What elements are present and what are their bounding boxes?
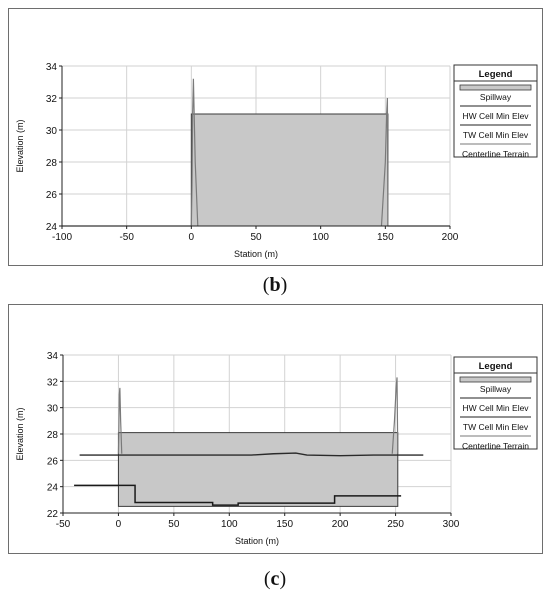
series-line-centerline-terrain (391, 377, 399, 454)
spillway-area (190, 113, 389, 227)
x-tick-label: 100 (312, 232, 329, 243)
chart-c-svg: -50 0 50 100 150 200 250 300 22 24 26 28 30 32 34 Stati… (15, 351, 538, 546)
series-line-centerline-terrain (117, 387, 123, 454)
caption-b-letter: b (269, 274, 281, 296)
legend-entry-label: Centerline Terrain (462, 149, 529, 159)
x-tick-label: 0 (189, 232, 195, 243)
x-tick-label: -100 (52, 232, 72, 243)
legend-entry-label: HW Cell Min Elev (462, 403, 529, 413)
legend-entry-label: TW Cell Min Elev (463, 422, 529, 432)
y-tick-label: 34 (46, 62, 58, 73)
y-axis-label: Elevation (m) (15, 407, 25, 460)
y-tick-label: 30 (47, 404, 59, 415)
y-tick-label: 34 (47, 351, 59, 362)
series-line-tw-cell-min-elev (74, 484, 402, 506)
legend-box (453, 356, 538, 450)
legend-entry-label: Spillway (480, 92, 512, 102)
chart-b-svg: -100 -50 0 50 100 150 200 24 26 28 30 32 34 Station (… (15, 62, 538, 259)
legend-title: Legend (479, 361, 513, 372)
y-tick-label: 32 (47, 377, 59, 388)
legend-swatch-spillway (459, 84, 532, 91)
y-tick-label: 28 (47, 430, 59, 441)
x-axis-label: Station (m) (235, 536, 279, 546)
y-tick-label: 22 (47, 509, 59, 520)
x-tick-label: -50 (119, 232, 134, 243)
x-tick-label: 150 (377, 232, 394, 243)
legend-title: Legend (479, 69, 513, 80)
x-tick-label: 200 (442, 232, 459, 243)
legend-entry-label: Spillway (480, 384, 512, 394)
x-tick-label: 100 (221, 519, 238, 530)
legend-entry-label: TW Cell Min Elev (463, 130, 529, 140)
x-tick-label: 50 (250, 232, 262, 243)
series-line-centerline-terrain (62, 78, 199, 227)
y-tick-label: 26 (47, 456, 59, 467)
y-tick-label: 28 (46, 158, 58, 169)
x-axis-label: Station (m) (234, 249, 278, 259)
legend-swatch-spillway (459, 376, 532, 383)
x-tick-label: 50 (168, 519, 180, 530)
series-line-hw-cell-min-elev (79, 452, 424, 457)
legend-entry-label: HW Cell Min Elev (462, 111, 529, 121)
y-tick-label: 24 (46, 222, 58, 233)
y-tick-label: 24 (47, 483, 59, 494)
caption-b: (b) (262, 274, 288, 296)
chart-panel-b: -100 -50 0 50 100 150 200 24 26 28 30 32 34 Station (… (8, 8, 543, 266)
x-tick-label: -50 (56, 519, 71, 530)
caption-c: (c) (263, 568, 287, 590)
y-tick-label: 30 (46, 126, 58, 137)
x-tick-label: 150 (276, 519, 293, 530)
caption-c-letter: c (270, 568, 280, 590)
legend-entry-label: Centerline Terrain (462, 441, 529, 451)
legend-box (453, 64, 538, 158)
chart-panel-c: -50 0 50 100 150 200 250 300 22 24 26 28 30 32 34 Stati… (8, 304, 543, 554)
y-axis-label: Elevation (m) (15, 119, 25, 172)
x-tick-label: 0 (116, 519, 122, 530)
x-tick-label: 200 (332, 519, 349, 530)
x-tick-label: 300 (443, 519, 460, 530)
y-tick-label: 26 (46, 190, 58, 201)
y-tick-label: 32 (46, 94, 58, 105)
x-tick-label: 250 (387, 519, 404, 530)
